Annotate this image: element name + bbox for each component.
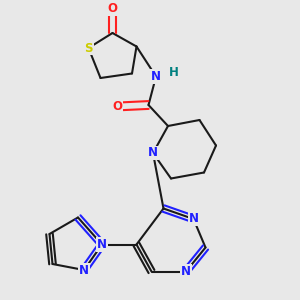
Text: O: O [112, 100, 122, 113]
Text: O: O [107, 2, 118, 16]
Text: N: N [188, 212, 199, 226]
Text: N: N [79, 263, 89, 277]
Text: H: H [169, 66, 179, 79]
Text: N: N [148, 146, 158, 160]
Text: N: N [151, 70, 161, 83]
Text: N: N [181, 265, 191, 278]
Text: S: S [84, 41, 93, 55]
Text: N: N [97, 238, 107, 251]
